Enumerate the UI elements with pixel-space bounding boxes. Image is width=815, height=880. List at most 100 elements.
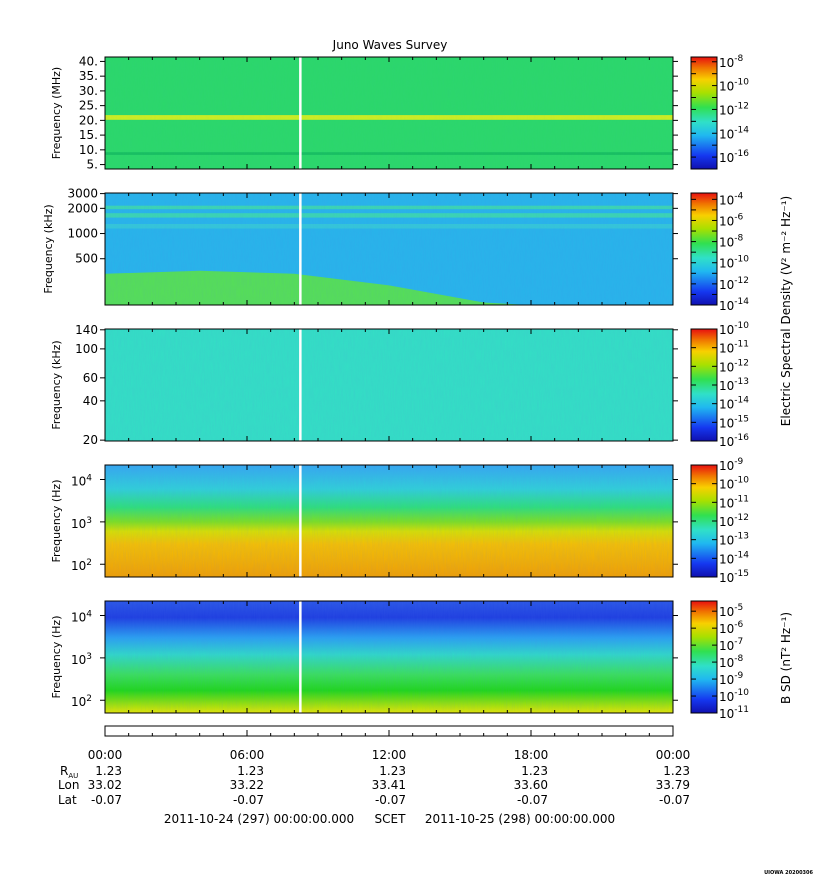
colorbar-tick-label: 10-9 bbox=[719, 457, 744, 473]
y-tick-label: 104 bbox=[71, 474, 92, 489]
ephemeris-value: 33.02 bbox=[88, 778, 122, 792]
colorbar-tick-label: 10-14 bbox=[719, 550, 749, 566]
time-tick-label: 18:00 bbox=[514, 748, 549, 762]
colorbar-4: 10-9 10-10 10-11 10-12 10-13 10-14 10-15 bbox=[690, 457, 749, 585]
colorbar-tick-label: 10-15 bbox=[719, 569, 749, 585]
panel-3: 140 100 60 40 20 Frequency (kHz) bbox=[50, 323, 678, 447]
colorbar-tick-label: 10-8 bbox=[719, 234, 744, 250]
y-tick-label: 30. bbox=[79, 84, 98, 98]
y-tick-label: 20 bbox=[83, 433, 98, 447]
colorbar-tick-label: 10-13 bbox=[719, 377, 749, 393]
y-tick-label: 500 bbox=[75, 252, 98, 266]
ephemeris-value: -0.07 bbox=[517, 793, 548, 807]
ephemeris-value: -0.07 bbox=[233, 793, 264, 807]
y-axis-label: Frequency (Hz) bbox=[50, 480, 63, 563]
time-tick-label: 12:00 bbox=[372, 748, 407, 762]
ephemeris-value: 1.23 bbox=[521, 764, 548, 778]
y-tick-label: 1000 bbox=[67, 227, 98, 241]
colorbar-tick-label: 10-8 bbox=[719, 654, 744, 670]
y-tick-label: 20. bbox=[79, 113, 98, 127]
time-tick-label: 00:00 bbox=[88, 748, 123, 762]
colorbar-tick-label: 10-14 bbox=[719, 125, 749, 141]
colorbar-tick-label: 10-10 bbox=[719, 78, 749, 94]
colorbar-tick-label: 10-6 bbox=[719, 620, 744, 636]
ephemeris-value: 1.23 bbox=[663, 764, 690, 778]
colorbar-2: 10-4 10-6 10-8 10-10 10-12 10-14 bbox=[690, 191, 749, 313]
colorbar-tick-label: 10-12 bbox=[719, 101, 749, 117]
colorbar-tick-label: 10-15 bbox=[719, 414, 749, 430]
time-axis: 00:00 06:00 12:00 18:00 00:00 bbox=[88, 725, 691, 762]
y-axis-label: Frequency (MHz) bbox=[50, 67, 63, 159]
panel-1: 40.35.30.25.20.15.10.5. Frequency (MHz) bbox=[50, 54, 678, 172]
chart-title: Juno Waves Survey bbox=[332, 38, 448, 52]
y-tick-label: 102 bbox=[71, 558, 92, 573]
ephemeris-value: 33.79 bbox=[656, 778, 690, 792]
colorbar-tick-label: 10-9 bbox=[719, 671, 744, 687]
ephemeris-name: Lat bbox=[58, 793, 77, 807]
y-axis-label: Frequency (Hz) bbox=[50, 616, 63, 699]
data-gap bbox=[299, 329, 302, 441]
ephemeris-value: 1.23 bbox=[237, 764, 264, 778]
y-tick-label: 35. bbox=[79, 69, 98, 83]
time-tick-label: 06:00 bbox=[230, 748, 265, 762]
spectrogram-4 bbox=[105, 465, 673, 577]
colorbar-tick-label: 10-12 bbox=[719, 358, 749, 374]
spectrogram-3 bbox=[105, 329, 673, 441]
time-range-label: SCET bbox=[375, 812, 407, 826]
spectrogram-5 bbox=[105, 601, 673, 713]
colorbar-tick-label: 10-12 bbox=[719, 513, 749, 529]
colorbar-tick-label: 10-14 bbox=[719, 396, 749, 412]
colorbar-1: 10-8 10-10 10-12 10-14 10-16 bbox=[690, 54, 749, 170]
colorbar-label-magnetic: B SD (nT² Hz⁻¹) bbox=[779, 612, 793, 704]
ephemeris-value: 33.60 bbox=[514, 778, 548, 792]
spectrogram-texture bbox=[105, 465, 673, 577]
y-tick-label: 100 bbox=[75, 342, 98, 356]
y-tick-label: 25. bbox=[79, 99, 98, 113]
colorbar-gradient bbox=[690, 56, 718, 170]
ephemeris-value: 33.22 bbox=[230, 778, 264, 792]
colorbar-tick-label: 10-11 bbox=[719, 340, 749, 356]
ephemeris-value: -0.07 bbox=[91, 793, 122, 807]
ephemeris-value: -0.07 bbox=[375, 793, 406, 807]
data-gap bbox=[299, 465, 302, 577]
y-tick-label: 103 bbox=[71, 652, 92, 667]
y-tick-label: 40. bbox=[79, 54, 98, 68]
y-axis-label: Frequency (kHz) bbox=[42, 204, 55, 293]
panel-5: 104 103 102 Frequency (Hz) bbox=[50, 600, 678, 714]
colorbar-tick-label: 10-10 bbox=[719, 476, 749, 492]
colorbar-tick-label: 10-11 bbox=[719, 494, 749, 510]
colorbar-gradient bbox=[690, 192, 718, 306]
colorbar-tick-label: 10-12 bbox=[719, 276, 749, 292]
ephemeris-value: 1.23 bbox=[379, 764, 406, 778]
y-axis-label: Frequency (kHz) bbox=[50, 340, 63, 429]
colorbar-tick-label: 10-14 bbox=[719, 297, 749, 313]
colorbar-tick-label: 10-7 bbox=[719, 637, 743, 653]
colorbar-tick-label: 10-4 bbox=[719, 191, 744, 207]
time-range-end: 2011-10-25 (298) 00:00:00.000 bbox=[425, 812, 615, 826]
footer-stamp: UIOWA 20200306 bbox=[764, 870, 813, 876]
ephemeris-value: 33.41 bbox=[372, 778, 406, 792]
spectrogram-texture bbox=[105, 601, 673, 713]
data-gap bbox=[299, 193, 302, 305]
y-tick-label: 60 bbox=[83, 371, 98, 385]
spectrogram-texture bbox=[105, 329, 673, 441]
colorbar-gradient bbox=[690, 600, 718, 714]
panel-4: 104 103 102 Frequency (Hz) bbox=[50, 464, 678, 578]
y-tick-label: 40 bbox=[83, 394, 98, 408]
colorbar-tick-label: 10-16 bbox=[719, 149, 749, 165]
colorbar-tick-label: 10-13 bbox=[719, 532, 749, 548]
time-range-start: 2011-10-24 (297) 00:00:00.000 bbox=[164, 812, 354, 826]
colorbars: 10-8 10-10 10-12 10-14 10-16 10-4 10-6 10-8 10-1… bbox=[690, 54, 749, 721]
ephemeris-name: Lon bbox=[58, 778, 79, 792]
colorbar-tick-label: 10-5 bbox=[719, 603, 743, 619]
colorbar-label-electric: Electric Spectral Density (V² m⁻² Hz⁻¹) bbox=[779, 196, 793, 426]
colorbar-tick-label: 10-10 bbox=[719, 688, 749, 704]
time-tick-label: 00:00 bbox=[656, 748, 691, 762]
y-tick-label: 140 bbox=[75, 323, 98, 337]
y-tick-label: 5. bbox=[87, 158, 98, 172]
data-gap bbox=[299, 601, 302, 713]
ephemeris-value: -0.07 bbox=[659, 793, 690, 807]
